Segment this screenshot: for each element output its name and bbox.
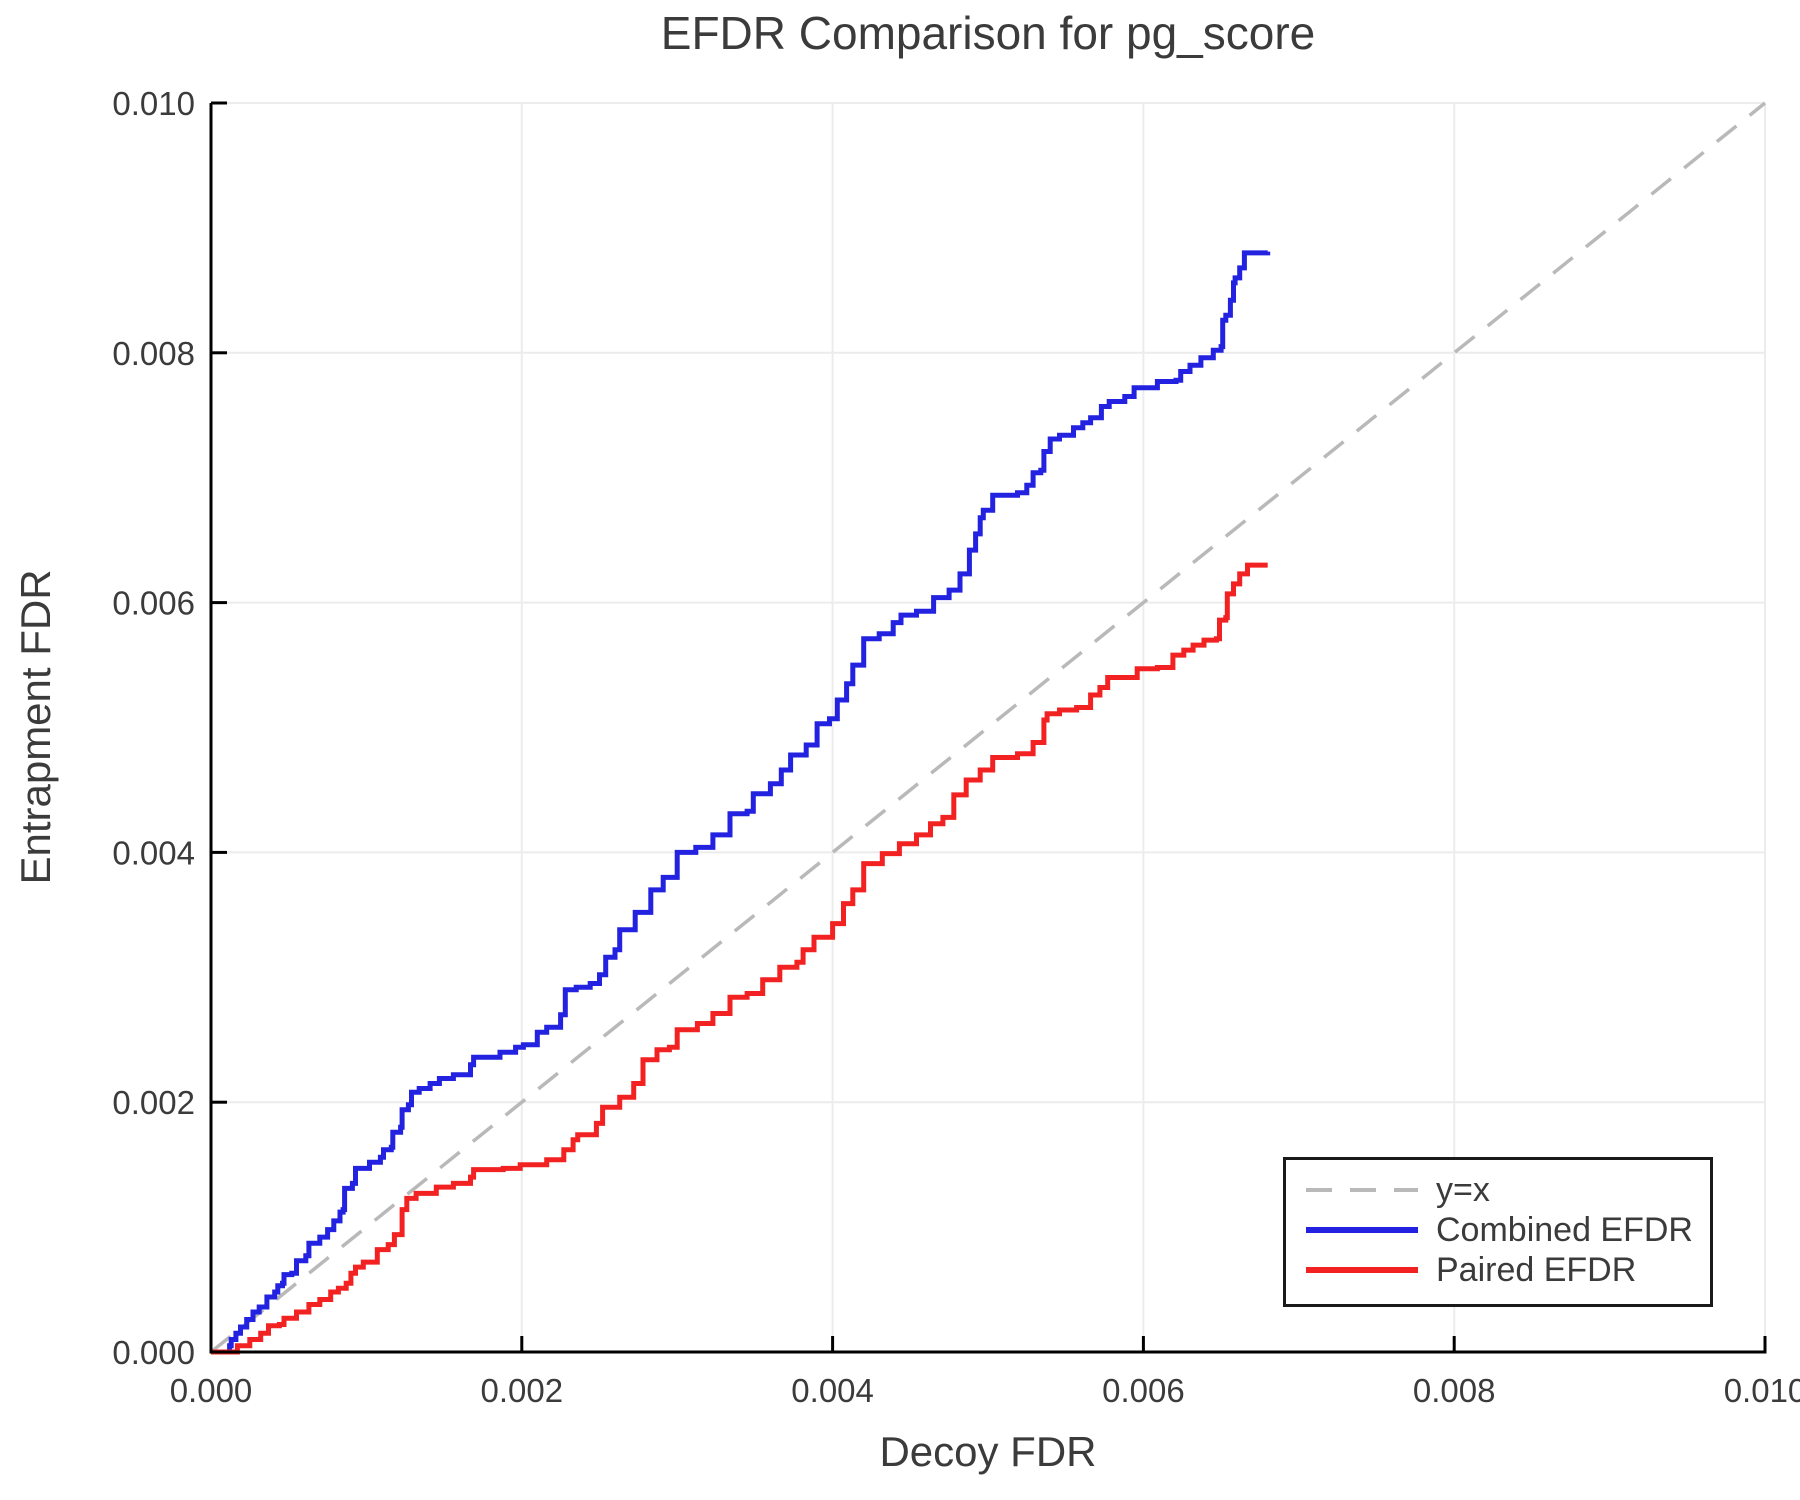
y-tick-label: 0.000 [112,1334,195,1371]
legend-item-yx: y=x [1286,1170,1710,1210]
x-tick-label: 0.006 [1102,1372,1185,1409]
chart-title: EFDR Comparison for pg_score [660,7,1316,59]
legend-label: y=x [1436,1171,1490,1209]
x-tick-label: 0.004 [791,1372,874,1409]
legend-label: Combined EFDR [1436,1211,1693,1249]
y-tick-label: 0.004 [112,834,195,871]
dashed-line-swatch [1306,1188,1418,1192]
x-tick-label: 0.010 [1724,1372,1800,1409]
blue-line-swatch [1306,1227,1418,1233]
legend-item-paired-efdr: Paired EFDR [1286,1250,1710,1290]
y-tick-label: 0.002 [112,1084,195,1121]
y-axis-label: Entrapment FDR [12,569,59,885]
legend: y=x Combined EFDR Paired EFDR [1283,1157,1713,1307]
legend-item-combined-efdr: Combined EFDR [1286,1210,1710,1250]
y-tick-label: 0.008 [112,335,195,372]
red-line-swatch [1306,1267,1418,1273]
x-axis-label: Decoy FDR [879,1428,1097,1475]
x-tick-label: 0.008 [1413,1372,1496,1409]
x-tick-label: 0.000 [170,1372,253,1409]
y-tick-label: 0.010 [112,85,195,122]
legend-label: Paired EFDR [1436,1251,1637,1289]
x-tick-label: 0.002 [481,1372,564,1409]
y-tick-label: 0.006 [112,585,195,622]
